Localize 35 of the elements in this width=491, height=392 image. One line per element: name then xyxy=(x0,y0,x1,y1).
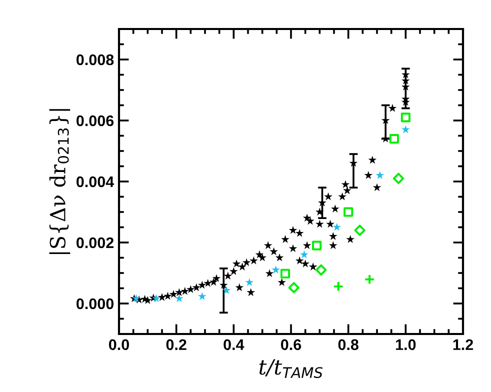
x-tick-label: 0.4 xyxy=(224,339,244,350)
x-tick-label: 0.0 xyxy=(108,339,129,350)
x-axis-title: t/t$_{TAMS}$ xyxy=(259,359,323,378)
y-tick-label: 0.002 xyxy=(76,237,114,248)
point xyxy=(245,278,254,286)
x-tick-label: 1.2 xyxy=(453,339,474,350)
point xyxy=(198,292,206,300)
point xyxy=(312,240,322,250)
point xyxy=(392,172,404,184)
x-tick-label: 0.8 xyxy=(338,339,358,350)
point xyxy=(389,134,399,144)
point xyxy=(175,294,184,302)
x-tick-label: 1.0 xyxy=(396,339,416,350)
x-tick-label: 0.2 xyxy=(166,339,186,350)
point xyxy=(280,268,290,278)
point xyxy=(332,222,342,231)
y-tick-label: 0.004 xyxy=(76,176,114,188)
point xyxy=(152,294,160,302)
point xyxy=(316,264,327,276)
point xyxy=(354,224,366,236)
y-axis-title: |S{Δν dr$_{0213}$}| xyxy=(49,109,70,254)
point xyxy=(344,207,354,217)
x-tick-label: 0.6 xyxy=(280,339,302,350)
point xyxy=(272,266,280,274)
point xyxy=(376,171,384,179)
point xyxy=(401,125,410,134)
y-tick-label: 0.008 xyxy=(76,54,114,66)
point xyxy=(332,281,344,292)
y-tick-label: 0.006 xyxy=(76,115,114,126)
point xyxy=(364,274,375,285)
point xyxy=(300,250,308,258)
point xyxy=(288,282,300,294)
point xyxy=(222,286,231,294)
y-tick-label: 0.000 xyxy=(76,298,114,310)
point xyxy=(400,112,410,122)
